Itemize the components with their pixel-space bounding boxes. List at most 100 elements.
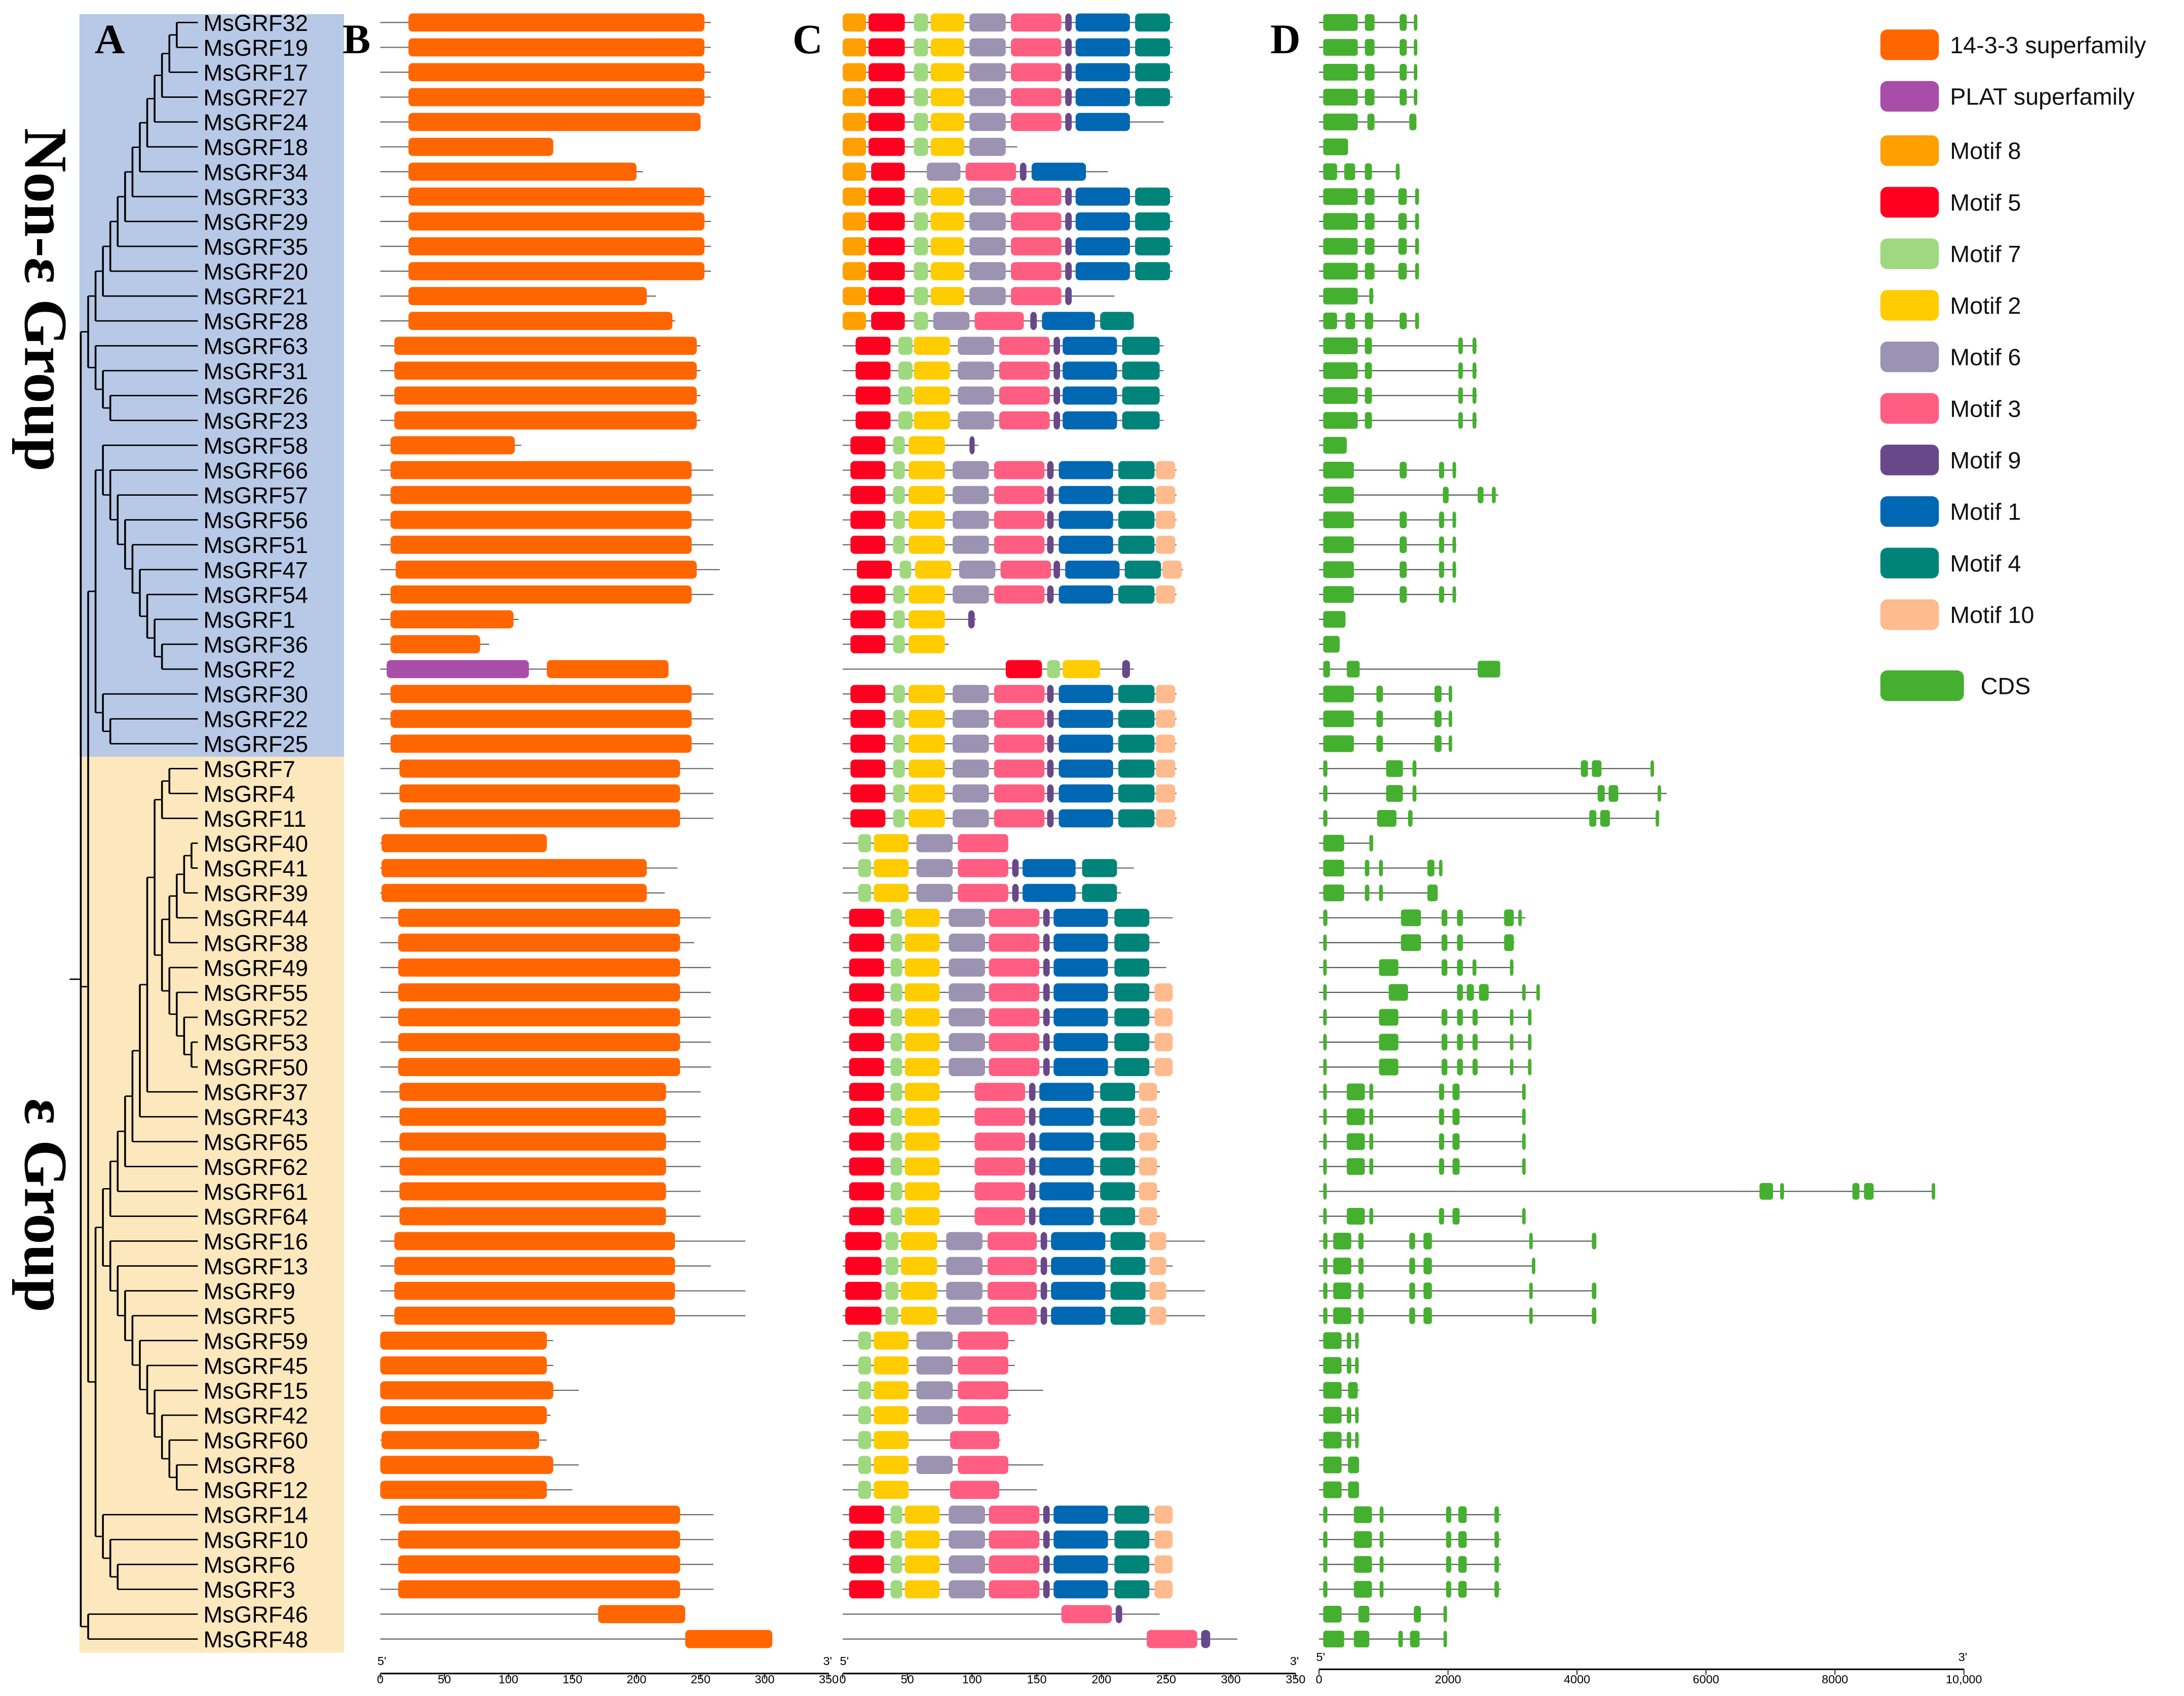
cds-exon [1323,263,1358,280]
legend-label: Motif 7 [1950,241,2021,267]
motif-9 [1043,958,1050,977]
cds-exon [1348,1456,1359,1473]
motif-9 [1012,883,1019,902]
motif-8 [842,312,866,330]
motif-2 [914,361,950,380]
cds-exon [1323,685,1354,703]
motif-7 [890,1580,902,1599]
axis-tick-label: 0 [1316,1673,1323,1686]
gene-name: MsGRF1 [203,607,295,633]
motif-7 [858,1456,872,1474]
motif-7 [893,635,905,653]
motif-9 [1029,1207,1036,1226]
cds-exon [1323,1456,1342,1473]
gene-name: MsGRF51 [203,532,308,558]
14-3-3-domain [390,635,480,653]
motif-3 [958,883,1008,902]
cds-exon [1457,984,1463,1001]
motif-9 [1043,983,1050,1002]
motif-4 [1114,933,1150,952]
motif-10 [1155,486,1176,504]
motif-2 [930,13,965,32]
cds-exon [1472,362,1477,379]
motif-8 [842,237,866,255]
cds-exon [1932,1183,1935,1200]
cds-exon [1458,1556,1467,1573]
cds-exon [1323,213,1358,230]
motif-9 [1047,784,1054,803]
motif-6 [949,1505,985,1524]
motif-7 [893,436,905,455]
motif-5 [849,1530,884,1549]
motif-1 [1063,386,1117,405]
legend-swatch [1880,341,1939,373]
motif-1 [1059,486,1113,504]
motif-3 [958,1456,1008,1474]
motif-3 [987,1281,1037,1300]
motif-3 [987,1306,1037,1325]
cds-exon [1323,1009,1327,1026]
motif-3 [958,1406,1008,1424]
motif-9 [1115,1605,1122,1624]
cds-exon [1409,1307,1415,1324]
motif-1 [1075,187,1130,206]
motif-7 [893,685,905,703]
legend-item: Motif 7 [1880,238,2021,269]
cds-exon [1518,909,1522,927]
cds-exon [1510,1058,1514,1076]
motif-7 [890,908,902,927]
cds-exon [1423,1307,1432,1324]
cds-exon [1423,1258,1432,1275]
motif-4 [1114,1008,1150,1026]
motif-2 [874,1356,909,1375]
14-3-3-domain [398,1555,681,1574]
five-prime-label: 5' [840,1654,848,1668]
cds-exon [1365,263,1375,280]
motif-3 [1010,113,1062,131]
cds-exon [1472,1034,1478,1051]
cds-exon [1439,1108,1444,1125]
cds-exon [1494,1556,1499,1573]
gene-name: MsGRF27 [203,85,308,110]
motif-1 [1075,13,1130,32]
motif-9 [1053,361,1060,380]
cds-exon [1458,337,1463,354]
gene-name: MsGRF43 [203,1104,308,1130]
gene-row: MsGRF64 [203,1204,1526,1230]
five-prime-label: 5' [1316,1650,1325,1664]
motif-6 [946,1281,983,1300]
motif-3 [989,1530,1040,1549]
motif-7 [858,1381,872,1399]
gene-row: MsGRF11 [203,806,1660,832]
cds-exon [1400,561,1407,578]
gene-row: MsGRF18 [203,134,1348,160]
cds-exon [1346,1158,1365,1175]
motif-9 [1029,1182,1036,1201]
cds-exon [1398,238,1407,255]
motif-5 [855,411,891,430]
motif-7 [890,1108,902,1126]
cds-exon [1655,809,1660,827]
motif-10 [1155,784,1176,803]
14-3-3-domain [394,361,697,380]
motif-5 [850,486,886,504]
motif-3 [999,361,1050,380]
cds-exon [1323,984,1327,1001]
motif-4 [1118,585,1155,604]
gene-row: MsGRF35 [203,234,1419,260]
motif-3 [989,1058,1040,1076]
motif-4 [1124,560,1161,579]
five-prime-label: 5' [378,1654,386,1668]
motif-10 [1162,560,1182,579]
cds-exon [1409,1282,1415,1300]
motif-5 [850,585,886,604]
motif-2 [909,461,945,480]
cds-exon [1448,710,1452,727]
14-3-3-domain [408,187,705,206]
motif-3 [987,1232,1037,1250]
motif-7 [890,1058,902,1076]
motif-9 [1043,1530,1050,1549]
legend-item: Motif 5 [1880,187,2021,218]
